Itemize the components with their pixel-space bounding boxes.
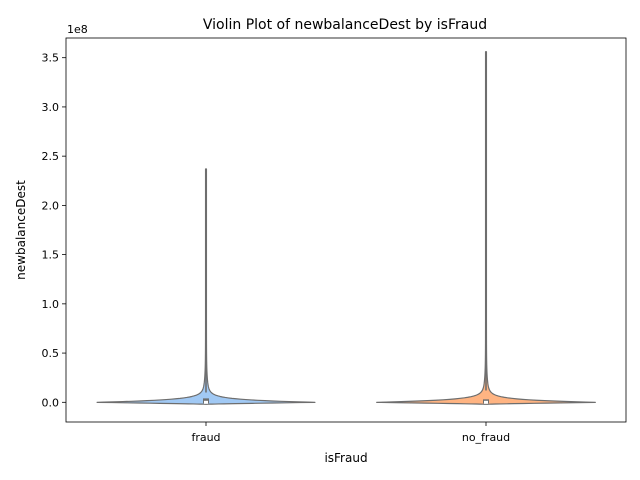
x-tick-label: fraud: [191, 431, 220, 444]
y-tick-label: 3.5: [42, 52, 60, 65]
y-tick-label: 2.5: [42, 150, 60, 163]
y-axis-ticks: 0.0 0.5 1.0 1.5 2.0 2.5 3.0 3.5: [42, 52, 66, 409]
x-axis-label: isFraud: [324, 451, 367, 465]
y-tick-label: 3.0: [42, 101, 60, 114]
plot-frame: [65, 37, 627, 423]
chart-title: Violin Plot of newbalanceDest by isFraud: [203, 17, 487, 33]
x-axis-ticks: fraud no_fraud: [191, 422, 510, 444]
y-tick-label: 2.0: [42, 199, 60, 212]
y-scale-label: 1e8: [67, 23, 88, 36]
y-tick-label: 1.0: [42, 298, 60, 311]
y-axis-label: newbalanceDest: [14, 180, 28, 280]
y-tick-label: 0.0: [42, 396, 60, 409]
y-tick-label: 1.5: [42, 249, 60, 262]
y-tick-label: 0.5: [42, 347, 60, 360]
violins: [96, 51, 596, 405]
violin-median: [204, 400, 208, 404]
x-tick-label: no_fraud: [462, 431, 510, 444]
violin-median: [484, 400, 488, 404]
